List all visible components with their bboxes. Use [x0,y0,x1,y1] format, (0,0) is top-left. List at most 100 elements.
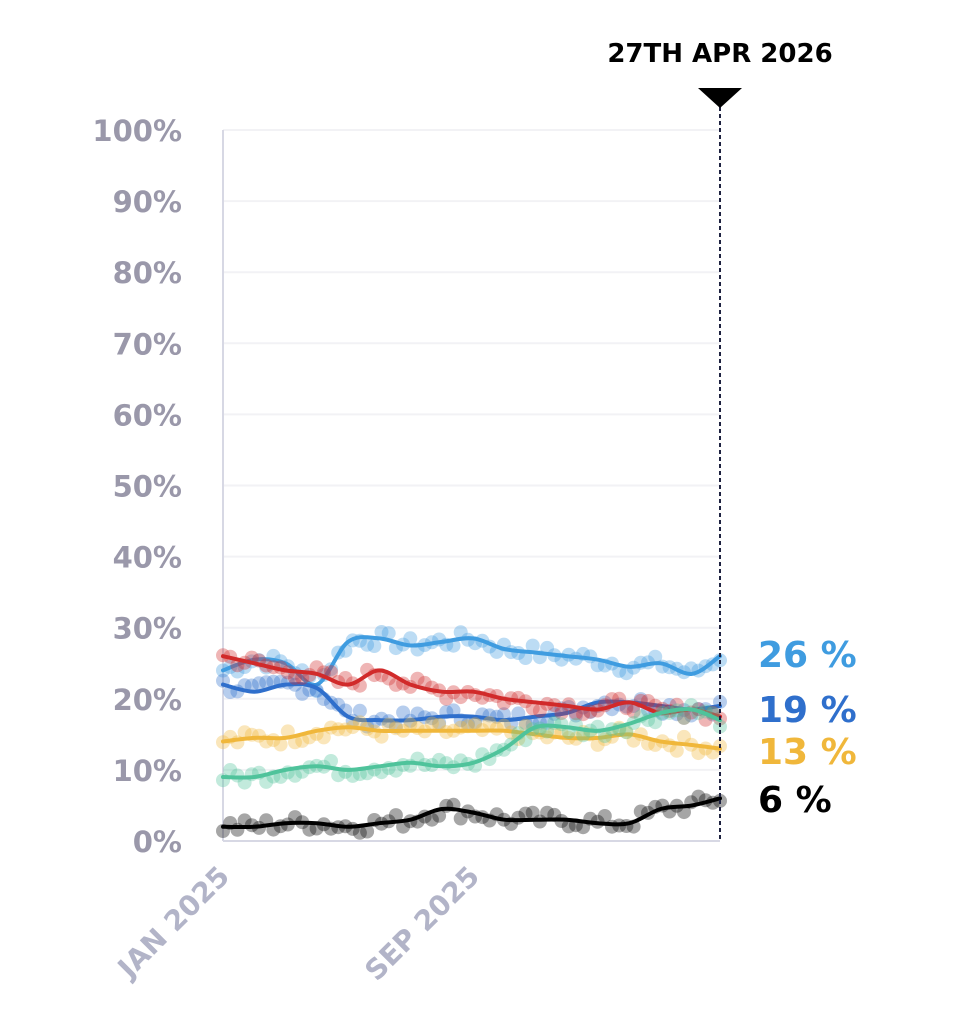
series-group [216,715,727,761]
poll-dot [295,670,310,685]
y-tick-label: 70% [113,327,182,361]
poll-dot [331,768,346,783]
poll-dot [468,717,483,732]
series-line [221,654,722,719]
poll-dot [374,729,389,744]
poll-dot [619,666,634,681]
poll-dot [388,808,403,823]
poll-dot [403,631,418,646]
series-lines [216,625,727,840]
poll-dot [460,717,475,731]
series-line [221,707,722,780]
poll-dot [677,710,691,725]
poll-dot [605,692,619,707]
series-group [216,648,727,727]
poll-dot [309,660,324,675]
poll-dot [432,752,447,767]
poll-dot [345,768,360,783]
poll-dot [540,640,555,655]
poll-dot [691,746,706,761]
x-tick-label: SEP 2025 [358,860,486,988]
poll-dot [453,625,468,640]
poll-dot [424,716,439,731]
poll-dot [540,805,555,820]
poll-dot [288,670,302,685]
poll-dot [525,805,540,820]
y-tick-label: 20% [113,683,182,717]
poll-dot [410,706,425,721]
poll-dot [424,812,439,827]
marker-triangle [698,88,742,108]
y-tick-label: 50% [113,470,182,504]
poll-dot [223,763,238,777]
poll-dot [532,703,547,718]
y-tick-label: 10% [113,754,182,788]
poll-dot [590,737,605,752]
poll-dot [446,703,461,718]
poll-dot [432,715,447,730]
series-end-label: 6 % [758,780,832,821]
y-tick-label: 30% [113,612,182,646]
poll-dot [381,626,396,641]
x-tick-label: JAN 2025 [110,860,236,986]
poll-dot [525,701,540,716]
poll-dot [453,811,468,826]
gridlines [223,129,720,771]
y-tick-label: 100% [92,114,182,148]
date-marker: 27TH APR 2026 [607,39,833,841]
poll-dot [381,717,396,732]
poll-dot [259,774,274,789]
poll-dot [597,809,612,823]
poll-dot [360,824,375,839]
poll-dot [403,717,418,732]
poll-dot [295,686,310,701]
poll-dot [518,806,533,821]
poll-dot [439,691,454,706]
poll-dot [324,754,338,768]
poll-dot [352,715,367,730]
poll-dot [554,706,569,721]
series-line [221,796,722,830]
poll-dot [352,703,367,718]
poll-dot [396,705,411,720]
marker-date-label: 27TH APR 2026 [607,39,832,69]
series-end-label: 13 % [758,732,857,773]
series-line [221,635,722,687]
poll-dot [374,765,389,780]
poll-dot [410,671,425,686]
poll-dot [626,704,641,719]
y-tick-label: 40% [113,541,182,575]
poll-dot [677,710,691,725]
poll-dot [252,676,266,691]
series-group [216,789,727,840]
poll-dot [677,805,691,820]
poll-dot [518,651,533,665]
poll-dot [388,763,403,778]
poll-dot [619,725,634,740]
poll-dot [237,813,252,828]
poll-dot [374,625,389,639]
poll-dot [367,639,382,653]
poll-dot [360,637,375,652]
poll-dot [259,675,274,690]
y-tick-label: 60% [113,398,182,432]
poll-dot [352,825,367,840]
labels: 26 % 19 %13 % 6 % [758,635,857,821]
series-end-label: 26 % [758,635,857,676]
series-group [216,698,727,790]
poll-dot [316,730,331,745]
poll-dot [648,649,663,664]
poll-dot [273,737,288,752]
poll-dot [302,822,317,837]
poll-dot [641,694,655,708]
series-line [221,725,722,751]
poll-dot [669,743,684,758]
poll-dot [388,677,403,692]
series-group [216,625,727,699]
y-tick-label: 0% [133,825,182,859]
axes: 0% 10% 20% 30% 40% 50% 60% 70% 80% 90% 100% JAN 202… [92,114,720,987]
poll-dot [288,810,302,825]
poll-dot [295,733,310,748]
